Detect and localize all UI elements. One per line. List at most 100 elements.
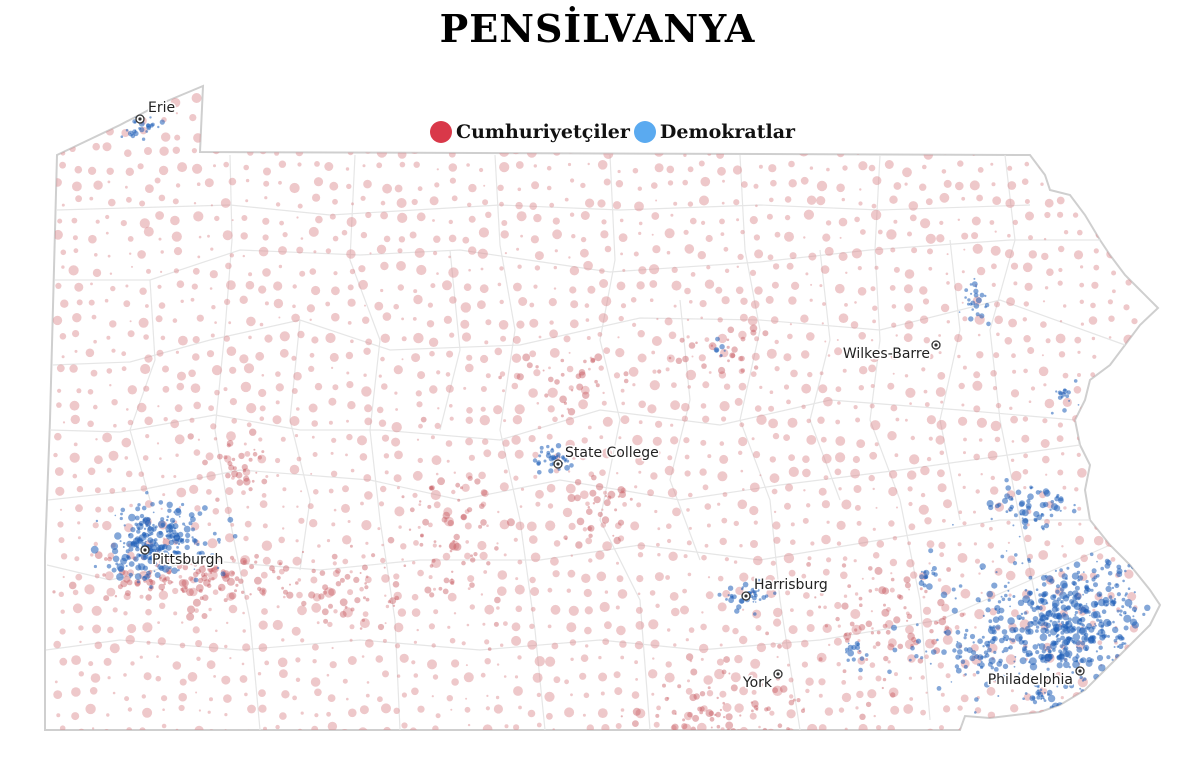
republican-dot	[1114, 519, 1117, 522]
republican-dot	[1023, 368, 1028, 374]
republican-dot	[1125, 676, 1130, 681]
democrat-dot	[157, 125, 160, 129]
democrat-dot	[1144, 604, 1151, 611]
republican-dot	[85, 703, 96, 715]
republican-dot	[451, 659, 460, 668]
republican-dot	[445, 372, 451, 377]
republican-dot	[467, 475, 473, 481]
republican-dot	[126, 727, 132, 730]
republican-dot	[120, 220, 127, 227]
republican-dot	[365, 575, 369, 579]
republican-dot	[768, 97, 775, 104]
democrat-dot	[1000, 595, 1003, 598]
republican-dot	[655, 713, 660, 718]
democrat-dot	[1098, 615, 1102, 618]
republican-dot	[94, 253, 98, 257]
republican-dot	[139, 218, 150, 229]
republican-dot	[300, 237, 304, 240]
republican-dot	[240, 569, 248, 577]
republican-dot	[155, 211, 165, 220]
republican-dot	[327, 721, 338, 730]
democrat-dot	[1012, 595, 1016, 598]
democrat-dot	[955, 629, 961, 635]
democrat-dot	[715, 336, 720, 342]
republican-dot	[88, 166, 97, 175]
republican-dot	[467, 202, 472, 207]
republican-dot	[311, 285, 321, 296]
republican-dot	[1108, 95, 1119, 105]
democrat-dot	[727, 594, 730, 597]
republican-dot	[179, 642, 186, 649]
republican-dot	[189, 114, 197, 122]
republican-dot	[547, 405, 555, 413]
county-line	[599, 154, 651, 730]
democrat-dot	[997, 600, 1002, 604]
democrat-dot	[1082, 593, 1084, 596]
republican-dot	[484, 639, 490, 645]
republican-dot	[940, 303, 950, 313]
republican-dot	[910, 571, 918, 579]
republican-dot	[903, 606, 907, 610]
republican-dot	[722, 179, 725, 183]
republican-dot	[161, 589, 164, 592]
republican-dot	[1073, 250, 1084, 260]
republican-dot	[973, 405, 981, 413]
republican-dot	[311, 435, 315, 439]
republican-dot	[752, 609, 762, 619]
republican-dot	[818, 693, 823, 698]
republican-dot	[821, 322, 824, 325]
republican-dot	[60, 609, 65, 614]
republican-dot	[723, 246, 729, 252]
republican-dot	[888, 470, 898, 479]
republican-dot	[865, 701, 872, 708]
republican-dot	[71, 712, 80, 721]
republican-dot	[306, 304, 315, 313]
republican-dot	[838, 217, 848, 227]
republican-dot	[598, 655, 602, 660]
republican-dot	[72, 313, 82, 323]
republican-dot	[73, 248, 79, 254]
republican-dot	[699, 710, 704, 715]
republican-dot	[181, 621, 184, 624]
republican-dot	[906, 559, 915, 568]
republican-dot	[700, 657, 704, 661]
republican-dot	[632, 167, 639, 174]
republican-dot	[649, 298, 654, 303]
republican-dot	[1010, 114, 1018, 122]
democrat-dot	[732, 594, 737, 600]
city-marker-center	[1078, 669, 1082, 673]
democrat-dot	[1121, 642, 1125, 646]
republican-dot	[243, 363, 255, 374]
democrat-dot	[539, 450, 544, 454]
republican-dot	[835, 283, 845, 294]
republican-dot	[708, 371, 712, 374]
republican-dot	[494, 596, 501, 604]
republican-dot	[834, 601, 842, 610]
republican-dot	[961, 232, 969, 240]
republican-dot	[566, 622, 577, 633]
republican-dot	[70, 414, 81, 425]
republican-dot	[437, 477, 445, 486]
republican-dot	[258, 246, 269, 257]
republican-dot	[850, 321, 859, 329]
republican-dot	[616, 625, 626, 636]
republican-dot	[419, 542, 424, 547]
republican-dot	[620, 100, 625, 106]
republican-dot	[258, 285, 267, 294]
republican-dot	[455, 482, 461, 488]
republican-dot	[1077, 468, 1087, 478]
republican-dot	[433, 235, 441, 243]
republican-dot	[432, 725, 439, 730]
republican-dot	[729, 736, 732, 739]
republican-dot	[192, 163, 203, 174]
democrat-dot	[1120, 614, 1123, 617]
republican-dot	[887, 724, 895, 730]
republican-dot	[300, 711, 304, 715]
republican-dot	[835, 616, 840, 622]
republican-dot	[124, 590, 131, 597]
democrat-dot	[1018, 636, 1023, 641]
republican-dot	[143, 226, 154, 237]
republican-dot	[1099, 119, 1103, 123]
republican-dot	[957, 160, 964, 167]
republican-dot	[211, 365, 223, 376]
